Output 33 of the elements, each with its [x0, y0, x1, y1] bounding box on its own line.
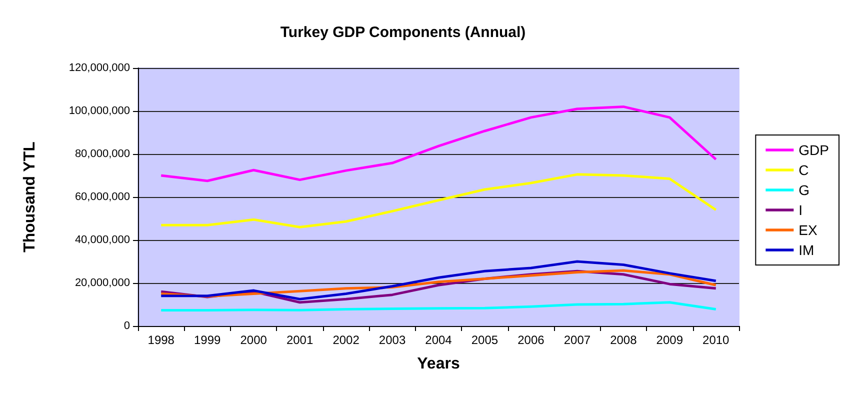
y-tick-label: 120,000,000	[68, 62, 130, 74]
x-tick-label: 2001	[286, 333, 314, 347]
y-axis-title: Thousand YTL	[22, 141, 38, 252]
line-series	[160, 260, 718, 300]
y-tick-label: 100,000,000	[68, 105, 130, 117]
x-tick-label: 2007	[564, 333, 591, 347]
legend-label: EX	[798, 222, 818, 238]
line-series	[160, 105, 718, 182]
x-tick-label: 2005	[471, 333, 498, 347]
y-tick-label: 60,000,000	[74, 191, 130, 203]
x-tick-label: 2010	[702, 333, 730, 347]
x-axis-title: Years	[417, 356, 460, 372]
x-tick-label: 2004	[425, 333, 452, 347]
line-series	[160, 173, 718, 228]
x-tick-label: 2000	[240, 333, 268, 347]
x-tick-label: 2002	[332, 333, 360, 347]
y-tick-label: 20,000,000	[74, 277, 130, 289]
y-tick-label: 40,000,000	[74, 234, 130, 246]
x-tick-label: 2009	[656, 333, 684, 347]
legend-label: I	[798, 202, 803, 218]
x-tick-label: 2003	[378, 333, 406, 347]
legend-label: GDP	[798, 142, 830, 158]
x-tick-label: 1998	[148, 333, 175, 347]
legend-label: C	[798, 162, 809, 178]
x-tick-label: 2006	[518, 333, 545, 347]
line-series	[160, 301, 718, 312]
y-tick-label: 80,000,000	[74, 148, 130, 160]
legend-label: G	[798, 182, 810, 198]
legend-label: IM	[798, 242, 814, 258]
x-tick-label: 2008	[610, 333, 638, 347]
chart-title: Turkey GDP Components (Annual)	[280, 24, 526, 41]
y-tick-label: 0	[124, 320, 130, 332]
x-tick-label: 1999	[194, 333, 222, 347]
